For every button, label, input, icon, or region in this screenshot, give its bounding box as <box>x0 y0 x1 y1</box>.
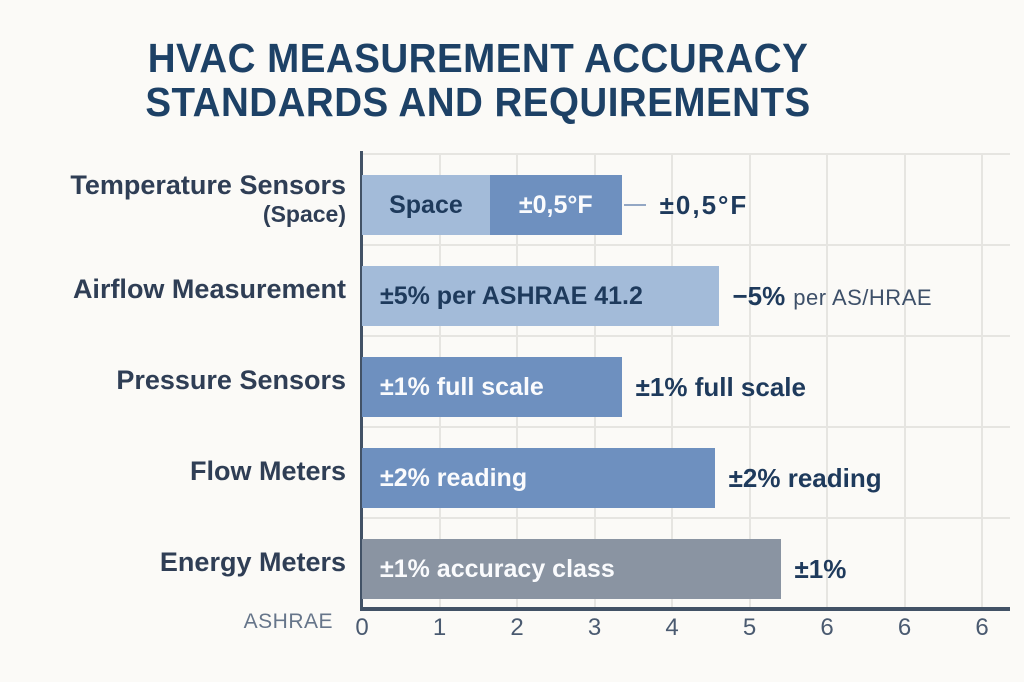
chart-title-line1: HVAC MEASUREMENT ACCURACY <box>147 35 809 81</box>
bar-segment: ±5% per ASHRAE 41.2 <box>362 266 719 326</box>
bar-segment: ±1% full scale <box>362 357 622 417</box>
category-label: Flow Meters <box>0 426 346 517</box>
category-label-text: Energy Meters <box>159 547 346 577</box>
x-tick-label: 1 <box>432 614 447 641</box>
bar-segment: ±1% accuracy class <box>362 539 781 599</box>
gridline-vertical <box>826 153 828 608</box>
y-axis-line <box>360 151 363 610</box>
x-tick-label: 0 <box>355 614 369 641</box>
outside-value-label: ±2% reading <box>728 462 882 493</box>
category-label-text: Pressure Sensors <box>116 365 346 395</box>
category-label-text: Flow Meters <box>189 456 346 486</box>
category-label: Pressure Sensors <box>0 335 346 426</box>
x-tick-label: 4 <box>665 614 679 641</box>
outside-value-label: ±1% <box>794 553 847 584</box>
category-label-text: Temperature Sensors <box>70 170 346 200</box>
axis-footer-label: ASHRAE <box>243 610 333 633</box>
bar-segment-label: ±1% full scale <box>380 372 544 401</box>
bar-row: ±5% per ASHRAE 41.2 −5% per AS/HRAE <box>362 266 932 326</box>
x-axis-line <box>360 607 1010 611</box>
outside-value-label: −5% per AS/HRAE <box>732 280 933 311</box>
chart-title: HVAC MEASUREMENT ACCURACY STANDARDS AND … <box>29 36 928 124</box>
gridline-horizontal <box>362 244 1010 246</box>
gridline-horizontal <box>362 517 1010 519</box>
gridline-vertical <box>981 153 983 608</box>
bar-segment: ±2% reading <box>362 448 715 508</box>
gridline-vertical <box>748 153 751 608</box>
bar-segment-label: ±2% reading <box>380 463 528 492</box>
category-label-subtext: (Space) <box>262 201 346 227</box>
bar-segment-label: ±5% per ASHRAE 41.2 <box>380 281 643 310</box>
gridline-vertical <box>671 153 673 608</box>
bar-row: ±1% accuracy class ±1% <box>362 539 846 599</box>
bar-segment-label: ±0,5°F <box>518 190 593 219</box>
leader-line <box>623 204 646 206</box>
outside-value-label: ±0,5°F <box>659 189 749 220</box>
category-label: Energy Meters <box>0 517 346 608</box>
category-label: Airflow Measurement <box>0 244 346 335</box>
bar-row: ±1% full scale ±1% full scale <box>362 357 806 417</box>
x-tick-label: 5 <box>742 614 757 641</box>
x-tick-label: 6 <box>897 614 912 641</box>
bar-segment: ±0,5°F <box>489 175 622 235</box>
outside-value-label: ±1% full scale <box>635 371 806 402</box>
x-tick-label: 6 <box>820 614 834 641</box>
x-tick-label: 6 <box>975 614 989 641</box>
bar-row: ±2% reading ±2% reading <box>362 448 882 508</box>
x-tick-label: 2 <box>510 614 524 641</box>
gridline-horizontal <box>362 335 1010 337</box>
gridline-horizontal <box>362 153 1010 155</box>
chart-title-line2: STANDARDS AND REQUIREMENTS <box>145 79 811 125</box>
gridline-vertical <box>903 153 906 608</box>
bar-row: Space ±0,5°F ±0,5°F <box>362 175 748 235</box>
gridline-horizontal <box>362 426 1010 428</box>
outside-value-suffix: per AS/HRAE <box>793 284 933 310</box>
category-label-text: Airflow Measurement <box>72 274 346 304</box>
bar-segment-label: Space <box>389 190 463 219</box>
bar-segment-label: ±1% accuracy class <box>380 554 615 583</box>
bar-segment: Space <box>362 175 490 235</box>
category-label: Temperature Sensors (Space) <box>0 153 346 244</box>
x-tick-label: 3 <box>587 614 602 641</box>
plot-area: 0 1 2 3 4 5 6 6 6 <box>355 151 1010 641</box>
